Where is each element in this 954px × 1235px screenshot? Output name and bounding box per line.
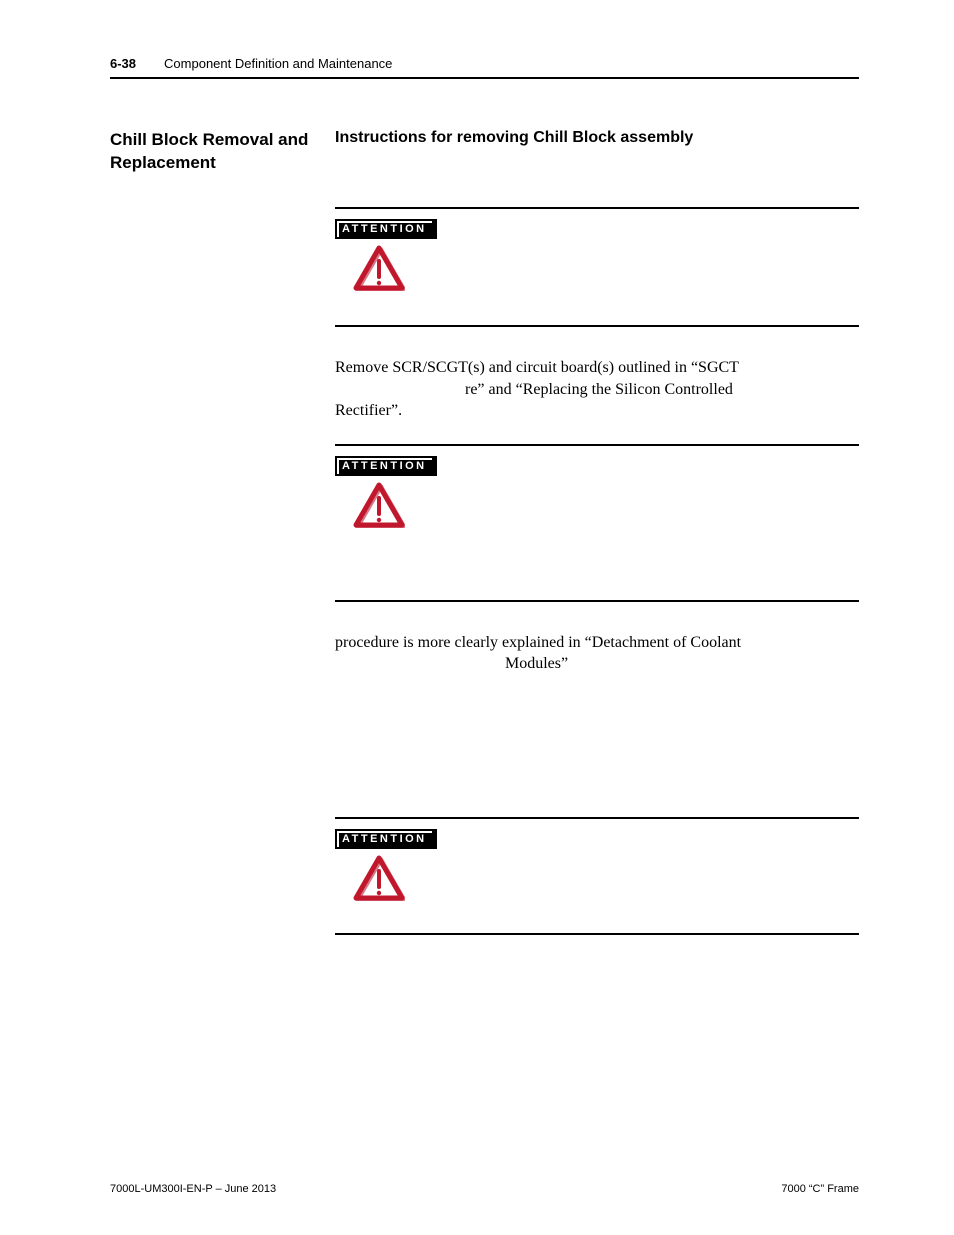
right-column: Instructions for removing Chill Block as… <box>335 129 859 1163</box>
right-heading: Instructions for removing Chill Block as… <box>335 129 859 147</box>
section-title: Component Definition and Maintenance <box>164 56 392 71</box>
left-heading: Chill Block Removal and Replacement <box>110 129 335 175</box>
page-number: 6-38 <box>110 56 136 71</box>
attention-block-2: ATTENTION <box>335 444 859 602</box>
attention-label-3: ATTENTION <box>335 829 434 849</box>
attention-label-2: ATTENTION <box>335 456 434 476</box>
content-area: Chill Block Removal and Replacement Inst… <box>110 129 859 1163</box>
attention-label-1: ATTENTION <box>335 219 434 239</box>
paragraph-1: Remove SCR/SCGT(s) and circuit board(s) … <box>335 357 859 422</box>
attention-block-1: ATTENTION <box>335 207 859 327</box>
attention-left-1: ATTENTION <box>335 219 430 291</box>
para1-line1: Remove SCR/SCGT(s) and circuit board(s) … <box>335 359 739 376</box>
footer-right: 7000 “C” Frame <box>781 1183 859 1195</box>
attention-left-2: ATTENTION <box>335 456 430 528</box>
warning-triangle-icon <box>353 855 405 901</box>
para2-line1: procedure is more clearly explained in “… <box>335 634 741 651</box>
para1-line3: Rectifier”. <box>335 402 402 419</box>
page: 6-38 Component Definition and Maintenanc… <box>0 0 954 1235</box>
page-header: 6-38 Component Definition and Maintenanc… <box>110 56 859 79</box>
attention-left-3: ATTENTION <box>335 829 430 901</box>
page-footer: 7000L-UM300I-EN-P – June 2013 7000 “C” F… <box>110 1163 859 1195</box>
footer-left: 7000L-UM300I-EN-P – June 2013 <box>110 1183 276 1195</box>
spacer <box>335 697 859 817</box>
left-column: Chill Block Removal and Replacement <box>110 129 335 1163</box>
warning-triangle-icon <box>353 482 405 528</box>
paragraph-2: procedure is more clearly explained in “… <box>335 632 859 675</box>
para2-line2: Modules” <box>505 655 568 672</box>
attention-block-3: ATTENTION <box>335 817 859 935</box>
warning-triangle-icon <box>353 245 405 291</box>
para1-line2: re” and “Replacing the Silicon Controlle… <box>465 381 733 398</box>
